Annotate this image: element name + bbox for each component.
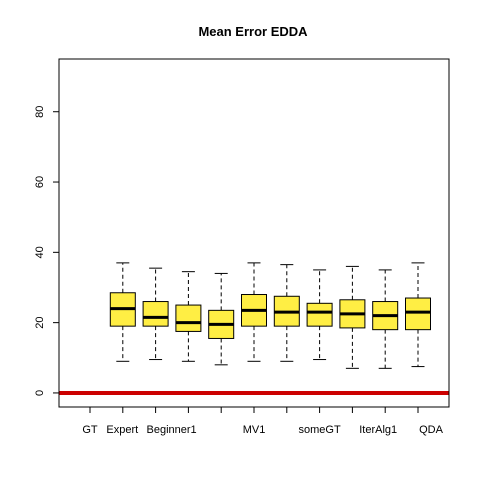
y-tick-label: 80 [34, 106, 46, 118]
x-tick-label: QDA [419, 424, 444, 436]
y-tick-label: 20 [34, 317, 46, 329]
y-tick-label: 0 [34, 390, 46, 396]
box-iqr [405, 297, 431, 331]
x-tick-label: Beginner1 [147, 424, 197, 436]
x-tick-label: MV1 [243, 424, 266, 436]
plot-area: 0 20 40 60 80 GT Expert Beginner1 MV1 someGT IterA… [34, 58, 450, 436]
box-iqr [142, 301, 169, 327]
y-tick-label: 60 [34, 176, 46, 188]
x-tick-label: GT [82, 424, 98, 436]
y-tick-label: 40 [34, 246, 46, 258]
box-iqr [306, 302, 333, 327]
x-tick-label: someGT [299, 424, 341, 436]
x-tick-label: IterAlg1 [359, 424, 397, 436]
x-tick-label: Expert [106, 424, 138, 436]
chart-title: Mean Error EDDA [198, 24, 308, 39]
box-iqr [175, 304, 202, 332]
